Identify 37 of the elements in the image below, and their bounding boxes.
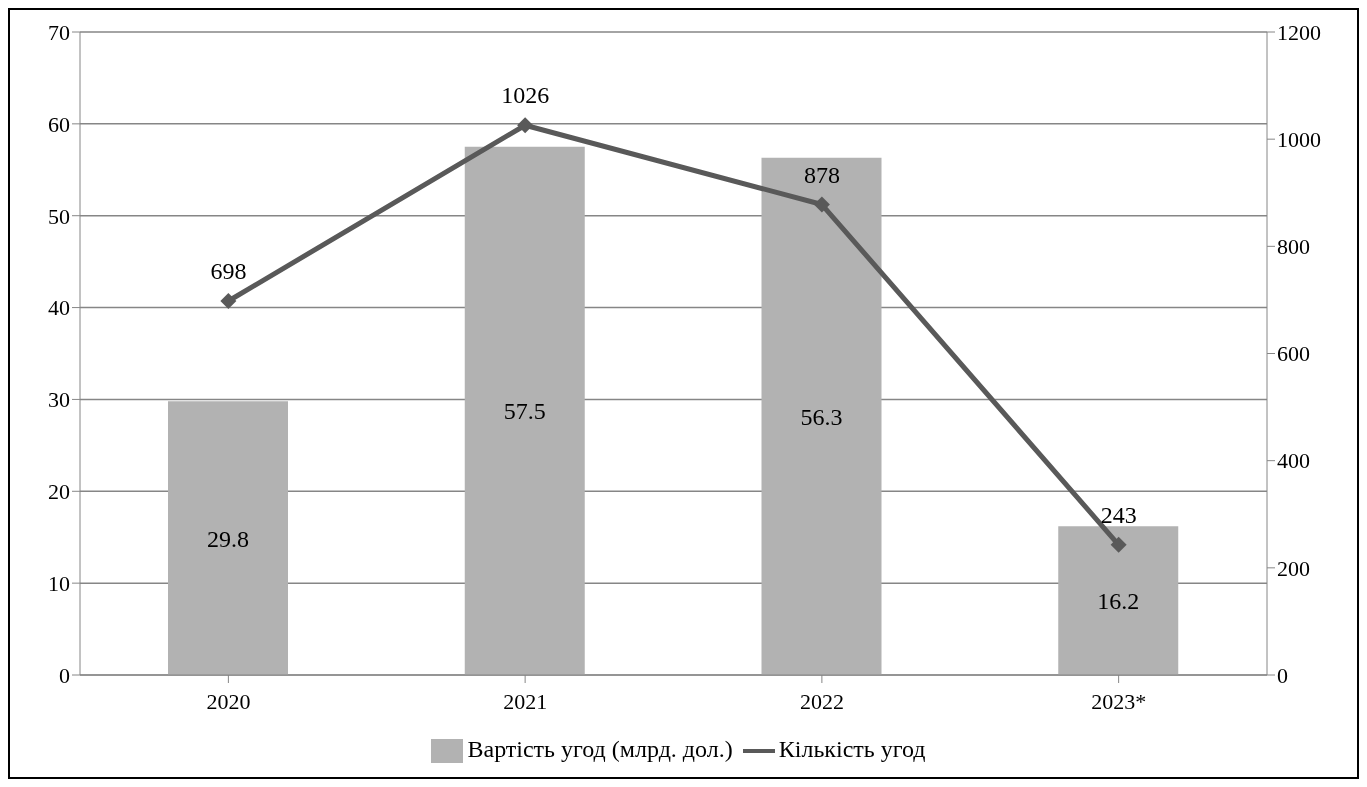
x-tick-label: 2021 bbox=[503, 688, 548, 714]
y2-tick-label: 0 bbox=[1277, 662, 1288, 688]
data-label: 1026 bbox=[501, 82, 550, 109]
bar bbox=[464, 146, 585, 675]
point bbox=[1110, 536, 1127, 553]
y2-tick-label: 400 bbox=[1277, 448, 1310, 474]
data-label: 16.2 bbox=[1097, 588, 1140, 615]
data-label: 878 bbox=[803, 161, 840, 188]
bar bbox=[1058, 526, 1179, 675]
y2-tick-label: 1200 bbox=[1277, 19, 1321, 45]
y-tick-label: 0 bbox=[59, 662, 70, 688]
data-label: 243 bbox=[1100, 501, 1137, 528]
y-tick-label: 10 bbox=[48, 570, 70, 596]
bar bbox=[761, 157, 882, 675]
bar bbox=[168, 401, 288, 675]
y-tick-label: 30 bbox=[48, 387, 70, 413]
x-tick-label: 2023* bbox=[1091, 688, 1147, 714]
point bbox=[220, 292, 237, 309]
y-tick-label: 50 bbox=[48, 203, 70, 229]
x-tick-label: 2020 bbox=[206, 688, 251, 714]
y2-tick-label: 600 bbox=[1277, 341, 1310, 367]
y-tick-label: 70 bbox=[48, 19, 70, 45]
data-label: 29.8 bbox=[207, 525, 249, 552]
y2-tick-label: 1000 bbox=[1277, 126, 1321, 152]
data-label: 698 bbox=[210, 257, 247, 284]
y-tick-label: 40 bbox=[48, 295, 70, 321]
x-tick-label: 2022 bbox=[799, 688, 844, 714]
y2-tick-label: 800 bbox=[1277, 234, 1310, 260]
data-label: 56.3 bbox=[800, 403, 843, 430]
legend-label: Кількість угод bbox=[778, 735, 926, 762]
y-tick-label: 20 bbox=[48, 479, 70, 505]
y2-tick-label: 200 bbox=[1277, 555, 1310, 581]
point bbox=[517, 117, 534, 134]
point bbox=[813, 196, 830, 213]
y-tick-label: 60 bbox=[48, 111, 70, 137]
legend-label: Вартість угод (млрд. дол.) bbox=[467, 735, 733, 762]
data-label: 57.5 bbox=[503, 398, 546, 425]
